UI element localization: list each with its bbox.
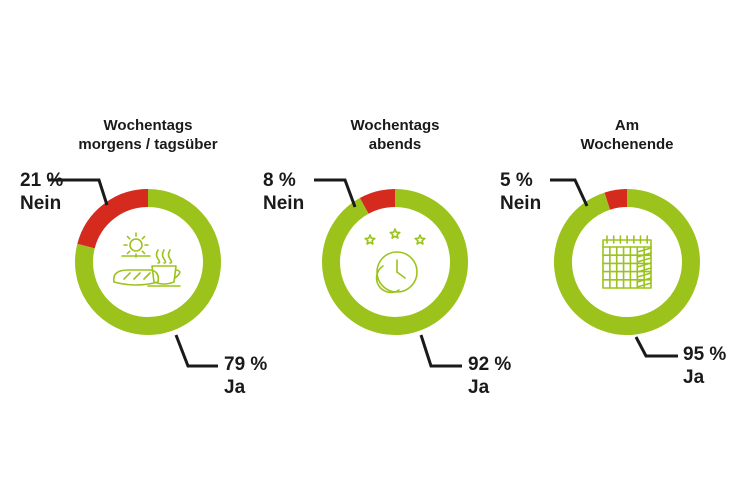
donut-chart-2: Wochentags abends 8 % Nein 92 % Ja xyxy=(263,117,511,398)
chart-title-line: Wochentags xyxy=(351,117,440,134)
chart-title-line: Wochentags xyxy=(104,117,193,134)
weekend-hatch xyxy=(636,267,652,273)
baguette-cut xyxy=(133,272,141,280)
slice-ja xyxy=(554,189,700,335)
steam-line xyxy=(155,249,161,264)
cup-handle xyxy=(174,269,181,279)
baguette-cut xyxy=(123,272,131,280)
sun-ray xyxy=(141,235,146,240)
slice-nein xyxy=(77,189,149,249)
chart-title-line: abends xyxy=(369,136,422,153)
star-icon xyxy=(414,234,426,245)
label-ja: 95 % Ja xyxy=(683,344,726,388)
donut-chart-3: Am Wochenende 5 % Nein 95 % Ja xyxy=(500,117,726,388)
category-label-ja: Ja xyxy=(683,367,705,388)
chart-title: Wochentags morgens / tagsüber xyxy=(78,117,217,153)
value-label-ja: 95 % xyxy=(683,344,726,365)
star-icon xyxy=(389,228,401,239)
breakfast-icon xyxy=(112,232,181,287)
calendar-icon xyxy=(602,235,652,289)
clock-hand xyxy=(396,271,406,279)
moon-icon xyxy=(375,265,400,294)
weekend-hatch xyxy=(636,282,652,288)
category-label-nein: Nein xyxy=(500,193,541,214)
slice-ja xyxy=(322,189,468,335)
baguette-cut xyxy=(143,272,151,280)
baguette-icon xyxy=(112,269,160,286)
category-label-nein: Nein xyxy=(20,193,61,214)
weekend-hatch xyxy=(636,257,652,263)
category-label-ja: Ja xyxy=(468,377,490,398)
night-clock-icon xyxy=(364,228,426,294)
chart-title: Am Wochenende xyxy=(580,117,673,153)
weekend-hatch xyxy=(636,272,652,278)
value-label-nein: 21 % xyxy=(20,170,63,191)
weekend-hatch xyxy=(636,262,652,268)
slice-ja xyxy=(75,189,221,335)
value-label-nein: 8 % xyxy=(263,170,296,191)
donut-chart-1: Wochentags morgens / tagsüber 21 % Nein 79 %… xyxy=(20,117,267,398)
value-label-ja: 79 % xyxy=(224,354,267,375)
sun-icon xyxy=(129,238,143,252)
steam-line xyxy=(161,249,167,264)
category-label-nein: Nein xyxy=(263,193,304,214)
chart-title-line: Am xyxy=(615,117,639,134)
label-nein: 5 % Nein xyxy=(500,170,541,214)
steam-line xyxy=(167,249,173,264)
leader-line-nein xyxy=(314,178,357,208)
value-label-nein: 5 % xyxy=(500,170,533,191)
category-label-ja: Ja xyxy=(224,377,246,398)
value-label-ja: 92 % xyxy=(468,354,511,375)
weekend-hatch xyxy=(636,277,652,283)
label-nein: 21 % Nein xyxy=(20,170,63,214)
star-icon xyxy=(364,234,376,245)
label-ja: 92 % Ja xyxy=(468,354,511,398)
slice-nein xyxy=(359,189,396,214)
weekend-hatch xyxy=(636,247,652,253)
cup-icon xyxy=(151,265,177,285)
chart-title-line: Wochenende xyxy=(580,136,673,153)
leader-line-ja xyxy=(634,336,678,358)
label-ja: 79 % Ja xyxy=(224,354,267,398)
sun-ray xyxy=(126,250,131,255)
weekend-hatch xyxy=(636,252,652,258)
label-nein: 8 % Nein xyxy=(263,170,304,214)
leader-line-ja xyxy=(419,334,462,368)
sun-ray xyxy=(141,250,146,255)
chart-title: Wochentags abends xyxy=(351,117,440,153)
leader-line-nein xyxy=(550,178,589,207)
chart-title-line: morgens / tagsüber xyxy=(78,136,217,153)
slice-nein xyxy=(604,188,628,210)
leader-line-nein xyxy=(48,178,109,206)
leader-line-ja xyxy=(174,334,218,368)
sun-ray xyxy=(126,235,131,240)
